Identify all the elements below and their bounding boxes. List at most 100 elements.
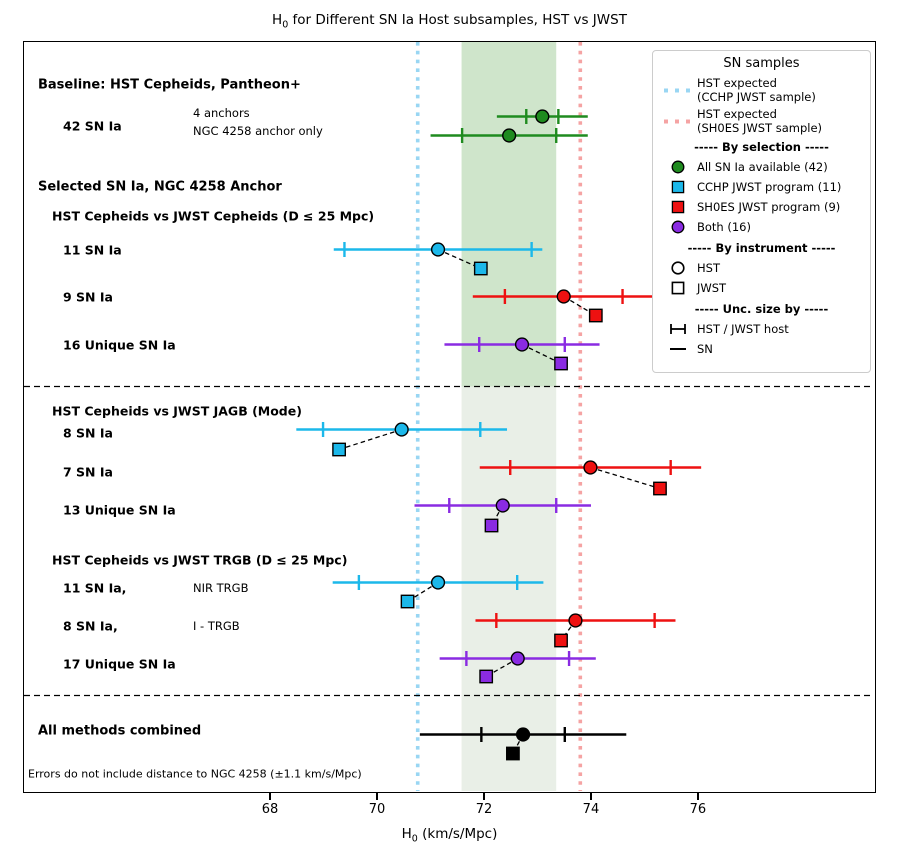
legend-entry-label: All SN Ia available (42) xyxy=(697,160,828,174)
hst-marker xyxy=(568,613,583,628)
errorbar-icon xyxy=(659,321,697,337)
open-square-icon xyxy=(659,280,697,296)
band-light xyxy=(461,386,557,791)
hst-jwst-connector xyxy=(485,657,519,678)
chart-canvas xyxy=(24,42,874,791)
jwst-marker xyxy=(473,261,488,276)
row-label: 8 SN Ia xyxy=(63,425,113,441)
legend-divider: ----- Unc. size by ----- xyxy=(659,298,864,319)
legend-divider: ----- By instrument ----- xyxy=(659,237,864,258)
hst-marker xyxy=(515,727,531,742)
legend-entry-label: CCHP JWST program (11) xyxy=(697,180,842,194)
legend-divider-label: ----- Unc. size by ----- xyxy=(694,301,829,316)
row-label: 11 SN Ia, xyxy=(63,580,127,596)
circle-marker-icon xyxy=(659,159,697,175)
square-marker-icon xyxy=(659,199,697,215)
legend-entry: JWST xyxy=(659,278,864,298)
legend-entry: HST expected (SH0ES JWST sample) xyxy=(659,105,864,136)
row-label: 16 Unique SN Ia xyxy=(63,337,176,353)
legend-entry-label: HST xyxy=(697,261,720,275)
x-tick xyxy=(376,793,378,800)
x-tick-label: 72 xyxy=(475,802,493,817)
footnote: Errors do not include distance to NGC 42… xyxy=(28,767,362,781)
hst-marker xyxy=(502,128,517,143)
open-circle-icon xyxy=(659,260,697,276)
legend-entry-label: SH0ES JWST program (9) xyxy=(697,200,841,214)
dotted-line-icon xyxy=(659,117,697,125)
legend-entry: Both (16) xyxy=(659,217,864,237)
hst-marker xyxy=(495,498,510,513)
legend: SN samples HST expected (CCHP JWST sample… xyxy=(652,50,871,373)
x-tick-label: 70 xyxy=(368,802,386,817)
jwst-marker xyxy=(506,746,520,761)
row-note: NGC 4258 anchor only xyxy=(193,124,323,138)
legend-entry-label: HST expected (SH0ES JWST sample) xyxy=(697,106,823,135)
legend-entry-label: SN xyxy=(697,342,713,356)
row-note: 4 anchors xyxy=(193,106,250,120)
legend-entry: HST expected (CCHP JWST sample) xyxy=(659,74,864,105)
legend-entry-label: HST / JWST host xyxy=(697,322,789,336)
jwst-marker xyxy=(484,518,499,533)
x-tick-label: 68 xyxy=(261,802,279,817)
hst-jwst-connector xyxy=(437,248,482,270)
row-label: 7 SN Ia xyxy=(63,464,113,480)
row-note: NIR TRGB xyxy=(193,581,249,595)
row-label: 17 Unique SN Ia xyxy=(63,656,176,672)
x-tick-label: 76 xyxy=(689,802,707,817)
legend-entry: HST / JWST host xyxy=(659,319,864,339)
circle-marker-icon xyxy=(659,219,697,235)
section-header: Selected SN Ia, NGC 4258 Anchor xyxy=(38,179,282,195)
legend-entry: HST xyxy=(659,258,864,278)
section-header: HST Cepheids vs JWST JAGB (Mode) xyxy=(52,403,302,419)
hst-marker xyxy=(430,575,446,590)
row-label: 13 Unique SN Ia xyxy=(63,502,176,518)
legend-divider-label: ----- By selection ----- xyxy=(694,139,829,154)
hst-marker xyxy=(394,422,409,437)
band-dark xyxy=(461,42,557,387)
row-label: 9 SN Ia xyxy=(63,289,113,305)
jwst-marker xyxy=(653,481,667,496)
legend-entry-label: HST expected (CCHP JWST sample) xyxy=(697,75,816,104)
section-header: HST Cepheids vs JWST Cepheids (D ≤ 25 Mp… xyxy=(52,208,375,224)
row-note: I - TRGB xyxy=(193,619,240,633)
legend-title: SN samples xyxy=(723,56,800,71)
square-marker-icon xyxy=(659,179,697,195)
hst-jwst-connector xyxy=(407,581,439,603)
section-header: All methods combined xyxy=(38,723,202,739)
jwst-marker xyxy=(479,669,494,684)
legend-entry: CCHP JWST program (11) xyxy=(659,177,864,197)
legend-entry: SN xyxy=(659,339,864,359)
legend-divider: ----- By selection ----- xyxy=(659,136,864,157)
chart-title: H0 for Different SN Ia Host subsamples, … xyxy=(272,12,627,31)
jwst-marker xyxy=(554,356,568,371)
legend-entry-label: Both (16) xyxy=(697,220,751,234)
x-tick xyxy=(590,793,592,800)
legend-entry: All SN Ia available (42) xyxy=(659,157,864,177)
jwst-marker xyxy=(554,633,568,648)
section-header: HST Cepheids vs JWST TRGB (D ≤ 25 Mpc) xyxy=(52,552,348,568)
x-tick-label: 74 xyxy=(582,802,600,817)
row-label: 11 SN Ia xyxy=(63,242,122,258)
section-header: Baseline: HST Cepheids, Pantheon+ xyxy=(38,77,301,93)
row-label: 8 SN Ia, xyxy=(63,618,118,634)
hst-marker xyxy=(514,337,530,352)
line-icon xyxy=(659,341,697,357)
hst-marker xyxy=(556,289,571,304)
legend-entries: HST expected (CCHP JWST sample) HST expect… xyxy=(659,74,864,359)
row-label: 42 SN Ia xyxy=(63,118,122,134)
dotted-line-icon xyxy=(659,86,697,94)
legend-entry-label: JWST xyxy=(697,281,727,295)
x-tick xyxy=(483,793,485,800)
x-tick xyxy=(697,793,699,800)
legend-divider-label: ----- By instrument ----- xyxy=(687,240,836,255)
x-tick xyxy=(269,793,271,800)
jwst-marker xyxy=(400,594,415,609)
hst-jwst-connector xyxy=(590,466,661,490)
legend-entry: SH0ES JWST program (9) xyxy=(659,197,864,217)
x-axis-label: H0 (km/s/Mpc) xyxy=(401,826,498,845)
jwst-marker xyxy=(588,308,603,323)
hst-jwst-connector xyxy=(338,428,402,451)
hst-marker xyxy=(510,651,525,666)
hst-marker xyxy=(535,109,550,124)
